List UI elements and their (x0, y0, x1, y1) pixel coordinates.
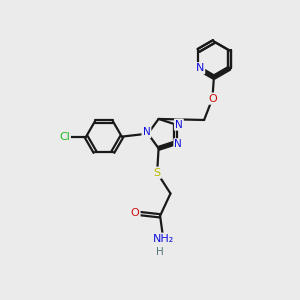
Text: NH₂: NH₂ (153, 234, 174, 244)
Text: N: N (142, 127, 150, 137)
Text: S: S (154, 168, 161, 178)
Text: N: N (175, 120, 183, 130)
Text: Cl: Cl (59, 132, 70, 142)
Text: N: N (196, 63, 204, 73)
Text: O: O (131, 208, 140, 218)
Text: O: O (208, 94, 217, 103)
Text: H: H (156, 247, 164, 257)
Text: N: N (174, 139, 182, 149)
